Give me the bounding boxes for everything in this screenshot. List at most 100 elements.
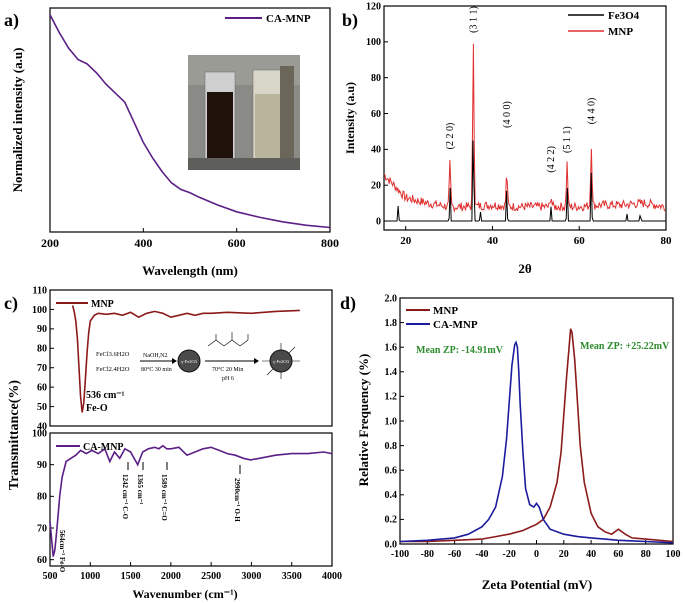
panel-c-top-y-ticks: 40 50 60 70 80 90 100 110: [32, 285, 54, 432]
panel-b-peak-label: (4 4 0): [586, 98, 597, 125]
panel-a-legend-ca-mnp: CA-MNP: [266, 13, 311, 25]
panel-b-xtick-label: 80: [661, 235, 673, 247]
annot-1365: 1365 cm⁻¹: [136, 474, 144, 504]
vial-right-light-liquid: [255, 94, 281, 160]
panel-c-top-ytick-label: 70: [37, 363, 47, 374]
panel-b-ytick-label: 80: [371, 73, 381, 84]
panel-c-xtick-label: 500: [43, 571, 58, 582]
panel-c-xtick-label: 3000: [241, 571, 261, 582]
panel-d-ytick-label: 0.0: [385, 539, 398, 550]
panel-b: b) 20 40 60 80 0 20 40 60 80 100 120 2θ Intensity…: [342, 1, 672, 276]
annot-564: 564cm⁻¹ Fe-O: [58, 530, 66, 573]
panel-b-series-fe3o4-line: [384, 140, 666, 222]
scheme-particle-1-label: γ-Fe2O3: [181, 359, 197, 364]
scheme-citric-acid-structure: [207, 332, 249, 347]
panel-c-xtick-label: 1500: [121, 571, 141, 582]
panel-d: d) -100 -80 -60 -40 -20 0 20 40 60 80 100 0.00.20.…: [340, 293, 681, 592]
panel-d-xtick-label: -20: [503, 549, 516, 560]
panel-c-top-ytick-label: 80: [37, 344, 47, 355]
panel-c-xtick-label: 3500: [282, 571, 302, 582]
panel-d-y-label: Relative Frequency (%): [356, 354, 371, 487]
panel-b-xtick-label: 40: [487, 235, 499, 247]
panel-a-xtick-label: 400: [134, 236, 152, 250]
panel-b-peak-label: (4 0 0): [502, 101, 513, 128]
panel-a-xtick-label: 200: [41, 236, 59, 250]
panel-a-x-label: Wavelength (nm): [142, 263, 238, 278]
panel-d-ytick-label: 1.8: [385, 318, 398, 329]
panel-d-xtick-label: 0: [534, 549, 539, 560]
panel-d-series-ca-mnp-line: [399, 340, 674, 544]
panel-d-ytick-label: 2.0: [385, 293, 398, 304]
scheme-step-2-bottom: pH 6: [222, 376, 234, 382]
panel-c-top-ytick-label: 110: [33, 285, 47, 296]
panel-d-xtick-label: 80: [641, 549, 651, 560]
panel-c-top-series-mnp-line: [71, 305, 300, 413]
citric-carbonyls: [215, 334, 249, 340]
panel-c-xtick-label: 2000: [161, 571, 181, 582]
scheme-particle-1: [177, 349, 201, 373]
panel-c-y-label: Transmittance(%): [7, 380, 22, 490]
panel-b-ytick-label: 40: [371, 145, 381, 156]
panel-c-xtick-label: 1000: [80, 571, 100, 582]
panel-c-bottom-series-ca-mnp-line: [49, 444, 333, 557]
panel-d-label: d): [340, 293, 356, 314]
panel-c-top-frame: [49, 289, 333, 427]
panel-d-ytick-label: 1.0: [385, 416, 398, 427]
panel-a-inset-photo: [188, 55, 300, 170]
panel-b-peak-label: (5 1 1): [562, 126, 573, 153]
scheme-reagent-2: FeCl2.4H2O: [96, 366, 130, 373]
panel-c-bottom-ytick-label: 70: [37, 523, 47, 534]
panel-d-x-label: Zeta Potential (mV): [482, 577, 592, 592]
panel-d-series-mnp-line: [400, 328, 674, 543]
panel-c-bottom-x-ticks: 500 1000 1500 2000 2500 3000 3500 4000: [43, 562, 342, 582]
panel-d-xtick-label: -100: [391, 549, 409, 560]
panel-b-ytick-label: 60: [371, 109, 381, 120]
panel-c-bottom-ytick-label: 80: [37, 492, 47, 503]
panel-a-xtick-label: 600: [228, 236, 246, 250]
panel-b-x-label: 2θ: [518, 261, 532, 276]
magnet-bar: [280, 66, 294, 164]
scheme-arrow-1-head: [172, 358, 177, 364]
panel-b-frame: [383, 5, 667, 231]
panel-b-ytick-label: 20: [371, 181, 381, 192]
panel-a-x-ticks: 200 400 600 800: [41, 228, 339, 250]
panel-c-top-ytick-label: 90: [37, 324, 47, 335]
panel-d-legend-ca-mnp: CA-MNP: [433, 319, 478, 331]
annot-2990: 2990cm⁻¹ O-H: [233, 478, 241, 522]
panel-d-xtick-label: 100: [666, 549, 681, 560]
panel-c-label: c): [4, 293, 18, 314]
scheme-particle-2-label: γ-Fe2O3: [273, 359, 289, 364]
panel-c-synthesis-scheme: FeCl3.6H2O FeCl2.4H2O NaOH,N2 80°C 30 mi…: [96, 332, 300, 382]
panel-b-peak-label: (3 1 1): [468, 6, 479, 33]
panel-d-ytick-label: 0.4: [385, 490, 398, 501]
panel-b-peak-labels: (2 2 0) (3 1 1) (4 0 0) (4 2 2) (5 1 1) (4 4 …: [445, 6, 597, 172]
vial-left-dark-liquid: [207, 92, 233, 160]
annot-1242: 1242 cm⁻¹ C-O: [121, 474, 129, 520]
panel-b-ytick-label: 100: [366, 37, 381, 48]
panel-c-top-ytick-label: 50: [37, 402, 47, 413]
panel-b-label: b): [342, 10, 358, 31]
panel-d-ytick-label: 1.2: [385, 392, 398, 403]
panel-c-bottom-ytick-label: 60: [37, 555, 47, 566]
panel-b-legend-mnp: MNP: [608, 26, 633, 38]
panel-b-peak-label: (2 2 0): [445, 123, 456, 150]
panel-c-bottom-frame: [49, 432, 333, 567]
scheme-step-1-bottom: 80°C 30 min: [141, 366, 172, 373]
panel-d-ytick-label: 0.6: [385, 466, 398, 477]
panel-c-bottom-annotations: 1242 cm⁻¹ C-O 1365 cm⁻¹ 1589 cm⁻¹ C=O 29…: [58, 462, 241, 573]
photo-table: [188, 158, 300, 170]
panel-c-legend-ca-mnp: CA-MNP: [83, 442, 124, 453]
panel-d-ytick-label: 0.8: [385, 441, 398, 452]
panel-c: c) Transmittance(%) 40 50 60 70 80 90 100 110 M…: [4, 285, 342, 601]
scheme-citrate-arms: [262, 343, 300, 379]
panel-d-xtick-label: 20: [559, 549, 569, 560]
panel-a-label: a): [4, 10, 19, 31]
scheme-reagent-1: FeCl3.6H2O: [96, 351, 130, 358]
panel-d-ytick-label: 1.6: [385, 343, 398, 354]
panel-b-ytick-label: 120: [366, 1, 381, 12]
scheme-arrow-2-head: [254, 358, 259, 364]
panel-b-series-mnp-line: [383, 43, 666, 213]
panel-d-ytick-label: 1.4: [385, 367, 398, 378]
